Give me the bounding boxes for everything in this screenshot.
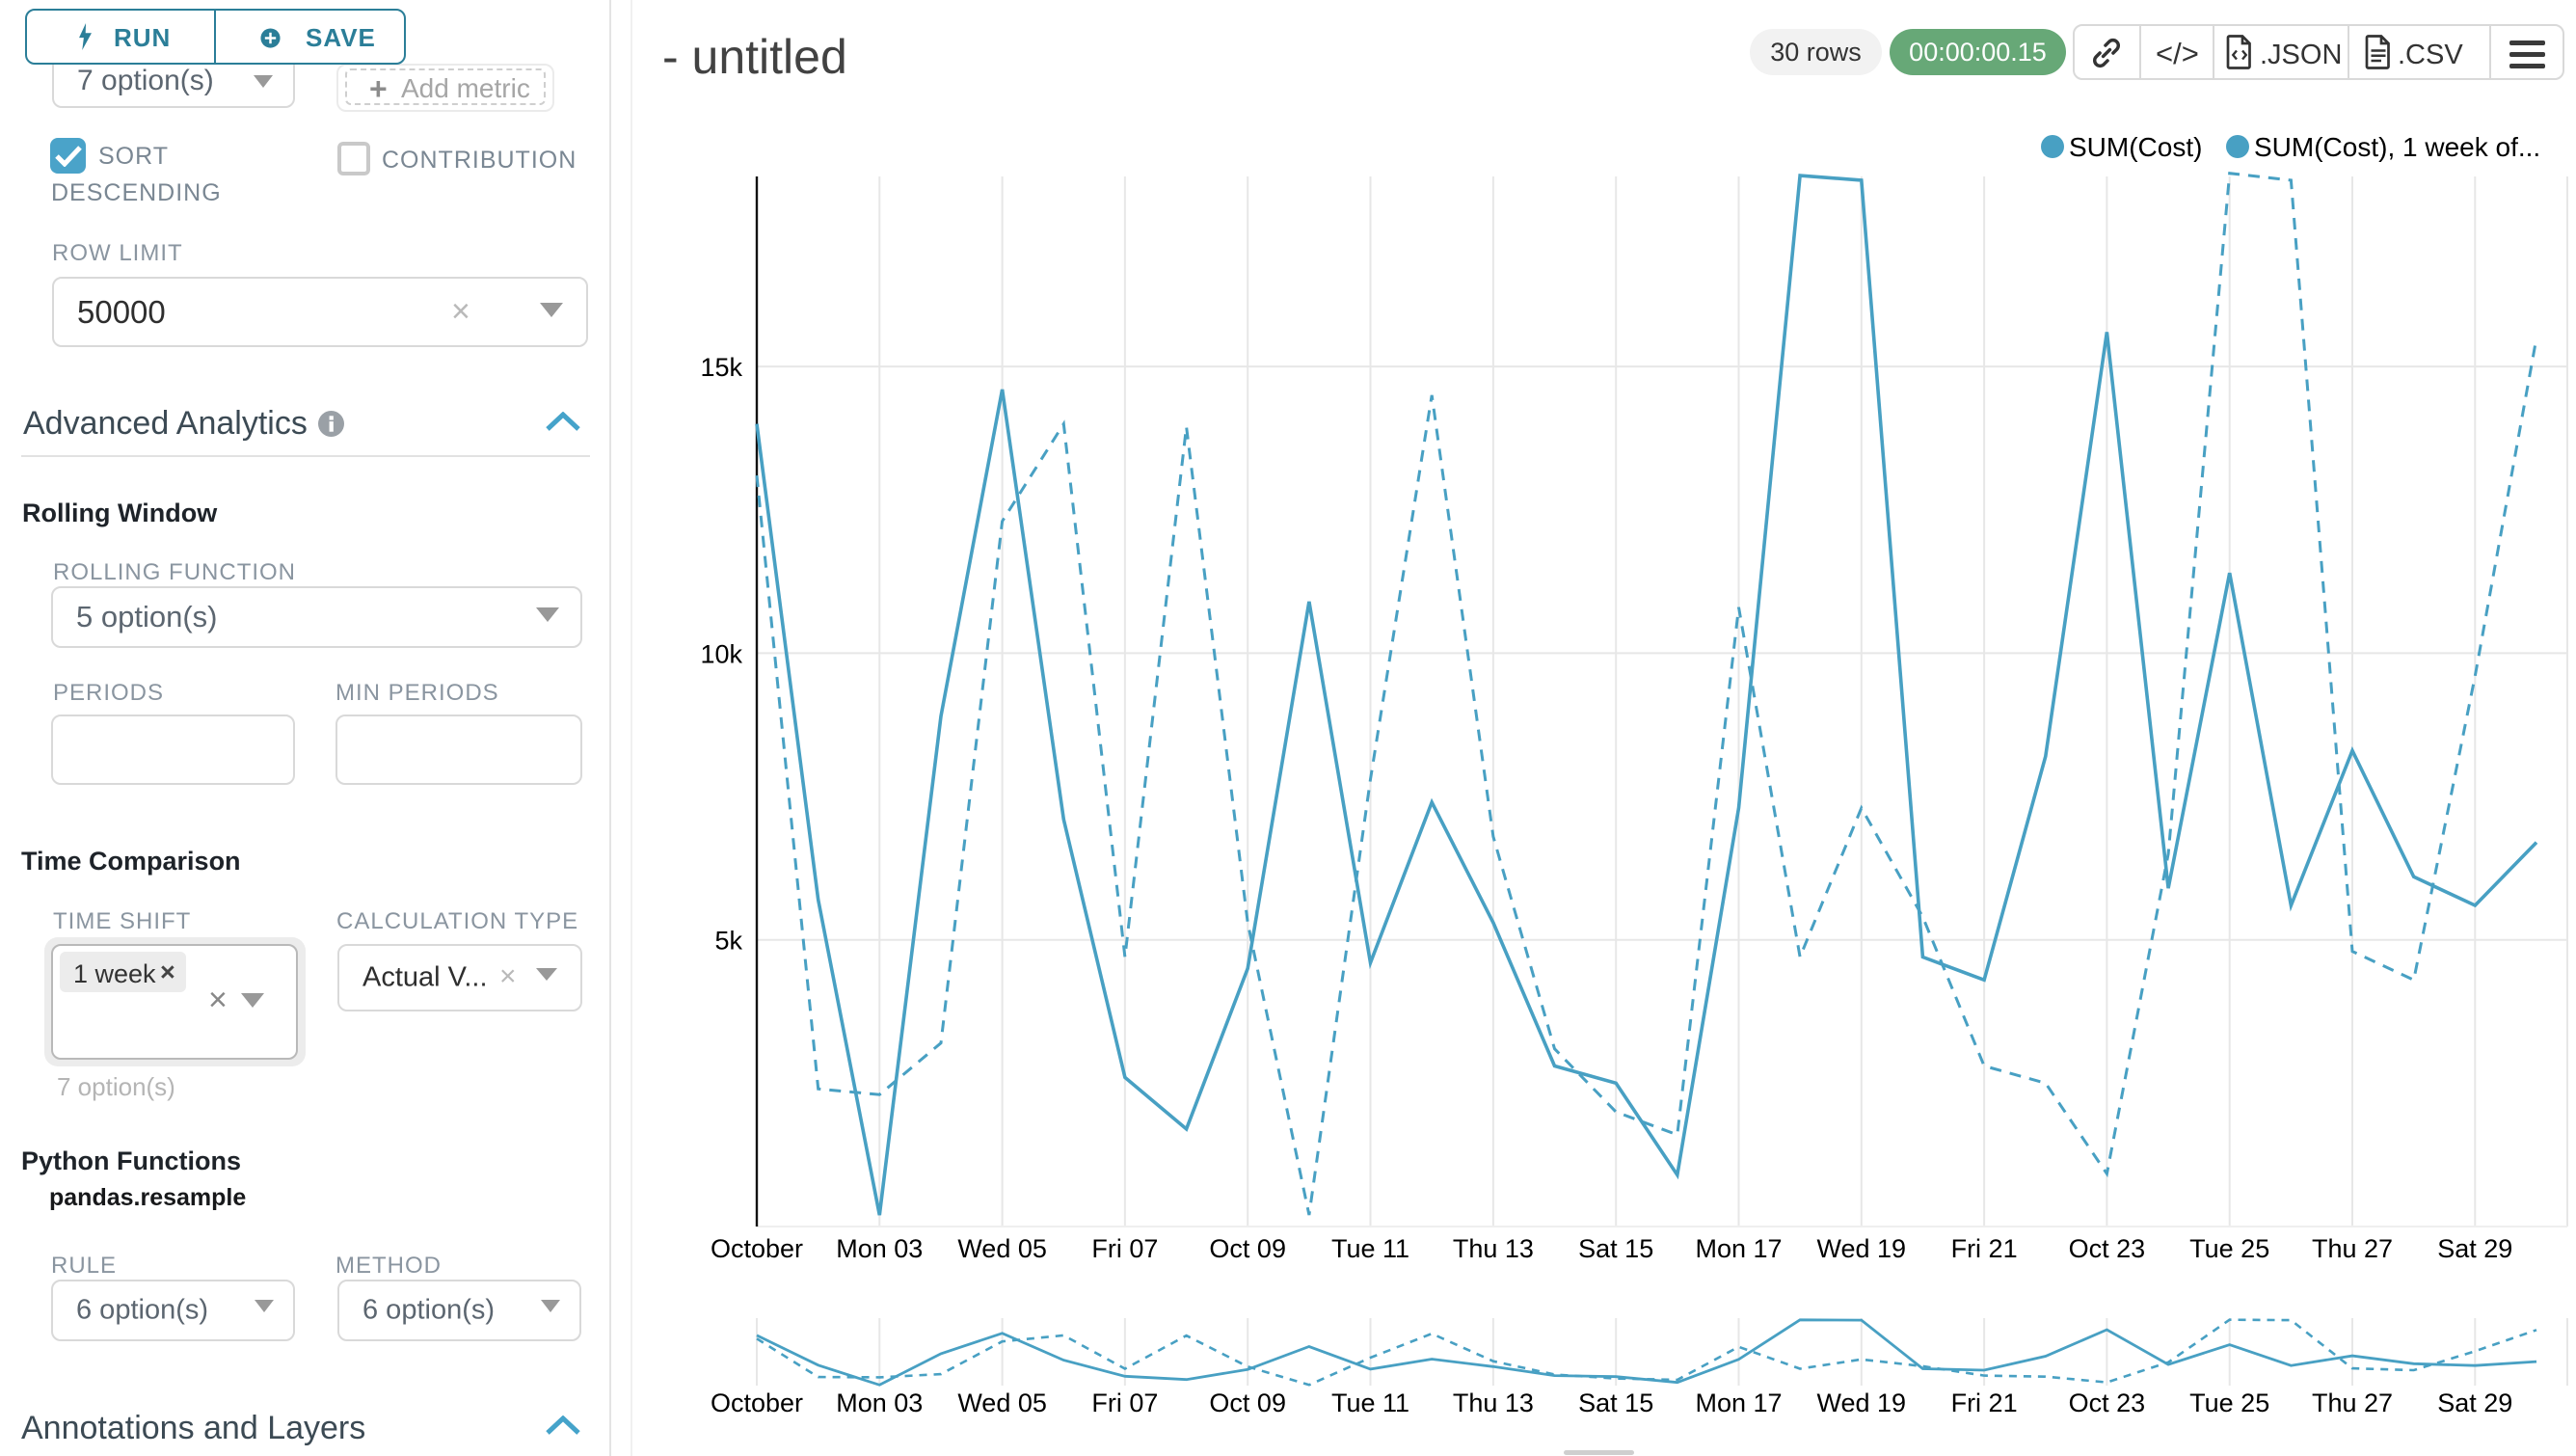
svg-text:Oct 09: Oct 09 <box>1209 1389 1286 1417</box>
svg-text:Mon 17: Mon 17 <box>1695 1389 1782 1417</box>
svg-text:Wed 05: Wed 05 <box>957 1234 1047 1263</box>
svg-text:Thu 27: Thu 27 <box>2312 1389 2393 1417</box>
svg-text:October: October <box>711 1234 803 1263</box>
svg-text:SUM(Cost), 1 week of...: SUM(Cost), 1 week of... <box>2254 132 2540 162</box>
svg-text:October: October <box>711 1389 803 1417</box>
svg-text:5k: 5k <box>714 927 742 956</box>
svg-text:Fri 07: Fri 07 <box>1091 1234 1158 1263</box>
svg-text:Oct 09: Oct 09 <box>1209 1234 1286 1263</box>
svg-text:Fri 21: Fri 21 <box>1951 1234 2018 1263</box>
svg-text:Oct 23: Oct 23 <box>2069 1234 2146 1263</box>
svg-text:Mon 03: Mon 03 <box>836 1234 923 1263</box>
svg-text:Wed 19: Wed 19 <box>1817 1234 1907 1263</box>
svg-text:SUM(Cost): SUM(Cost) <box>2069 132 2202 162</box>
svg-text:Mon 17: Mon 17 <box>1695 1234 1782 1263</box>
svg-text:Tue 25: Tue 25 <box>2189 1389 2269 1417</box>
svg-text:Sat 29: Sat 29 <box>2437 1234 2512 1263</box>
svg-text:Thu 27: Thu 27 <box>2312 1234 2393 1263</box>
svg-text:Tue 25: Tue 25 <box>2189 1234 2269 1263</box>
svg-text:Fri 07: Fri 07 <box>1091 1389 1158 1417</box>
svg-text:Tue 11: Tue 11 <box>1331 1389 1409 1417</box>
svg-text:Sat 29: Sat 29 <box>2437 1389 2512 1417</box>
svg-text:Sat 15: Sat 15 <box>1578 1234 1653 1263</box>
svg-text:Fri 21: Fri 21 <box>1951 1389 2018 1417</box>
svg-text:Mon 03: Mon 03 <box>836 1389 923 1417</box>
svg-text:15k: 15k <box>700 353 742 382</box>
svg-text:Wed 19: Wed 19 <box>1817 1389 1907 1417</box>
svg-text:Wed 05: Wed 05 <box>957 1389 1047 1417</box>
svg-text:Tue 11: Tue 11 <box>1331 1234 1409 1263</box>
svg-text:Thu 13: Thu 13 <box>1453 1389 1534 1417</box>
svg-text:Sat 15: Sat 15 <box>1578 1389 1653 1417</box>
svg-text:10k: 10k <box>700 639 742 668</box>
svg-text:Thu 13: Thu 13 <box>1453 1234 1534 1263</box>
svg-text:Oct 23: Oct 23 <box>2069 1389 2146 1417</box>
